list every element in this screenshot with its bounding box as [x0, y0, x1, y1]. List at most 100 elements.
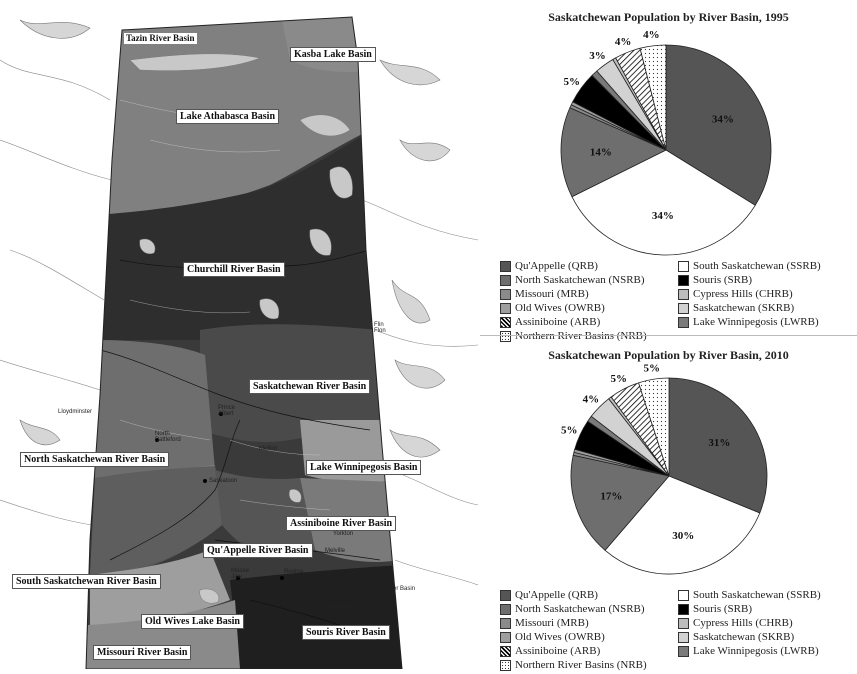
legend-item-mrb: Missouri (MRB): [500, 287, 672, 301]
legend-label-owrb: Old Wives (OWRB): [515, 302, 605, 314]
city-saskatoon: Saskatoon: [209, 478, 238, 484]
legend-swatch-arb: [500, 645, 511, 657]
legend-label-nsrb: North Saskatchewan (NSRB): [515, 274, 645, 286]
pie-slice-ssrb: [604, 475, 761, 575]
legend-item-nrb: Northern River Basins (NRB): [500, 658, 672, 672]
legend-label-arb: Assiniboine (ARB): [515, 316, 601, 328]
legend-swatch-qrb: [500, 589, 511, 601]
legend-item-owrb: Old Wives (OWRB): [500, 301, 672, 315]
pie-slice-ssrb: [571, 149, 756, 256]
city-melfort: Melfort: [259, 446, 278, 452]
legend-item-lwrb: Lake Winnipegosis (LWRB): [678, 315, 850, 329]
city-weyburn: Weyburn: [329, 604, 353, 610]
pie-label-nsrb: 14%: [590, 147, 612, 159]
legend-swatch-nrb: [500, 330, 511, 342]
legend-1995: Qu'Appelle (QRB) South Saskatchewan (SSRB…: [500, 259, 850, 343]
pie-2010-graphic: 31% 30% 17% 5% 4% 5% 5%: [561, 362, 768, 575]
pie-slice-qrb: [668, 377, 768, 514]
legend-item-lwrb: Lake Winnipegosis (LWRB): [678, 644, 850, 658]
tazin-basin-label: Tazin River Basin: [124, 33, 197, 44]
city-melville: Melville: [325, 548, 346, 554]
pie-label-srb: 5%: [563, 76, 580, 88]
assiniboine-basin-label: Assiniboine River Basin: [286, 516, 397, 531]
legend-swatch-chrb: [678, 617, 689, 629]
legend-item-qrb: Qu'Appelle (QRB): [500, 259, 672, 273]
pie-chart-1995: Saskatchewan Population by River Basin, …: [480, 0, 857, 342]
legend-label-arb: Assiniboine (ARB): [515, 645, 601, 657]
north-sask-basin-label: North Saskatchewan River Basin: [20, 452, 170, 467]
legend-swatch-owrb: [500, 302, 511, 314]
pie-1995-graphic: 34% 34% 14% 5% 3% 4% 4%: [560, 29, 772, 256]
legend-label-qrb: Qu'Appelle (QRB): [515, 589, 598, 601]
legend-item-ssrb: South Saskatchewan (SSRB): [678, 259, 850, 273]
pie-label-arb: 4%: [615, 36, 632, 48]
city-estevan: Estevan: [376, 640, 398, 646]
athabasca-basin-label: Lake Athabasca Basin: [176, 109, 280, 124]
legend-item-arb: Assiniboine (ARB): [500, 315, 672, 329]
basin-map-graphic: [0, 16, 479, 670]
legend-swatch-ssrb: [678, 589, 689, 601]
kasba-basin-label: Kasba Lake Basin: [290, 47, 376, 62]
legend-item-arb: Assiniboine (ARB): [500, 644, 672, 658]
pie-label-ssrb: 34%: [652, 210, 674, 222]
pie-label-nsrb: 17%: [600, 490, 622, 502]
chart-divider: [480, 335, 857, 336]
legend-swatch-arb: [500, 316, 511, 328]
legend-item-skrb: Saskatchewan (SKRB): [678, 301, 850, 315]
south-sask-basin-label: South Saskatchewan River Basin: [12, 574, 161, 589]
legend-swatch-srb: [678, 603, 689, 615]
legend-swatch-lwrb: [678, 316, 689, 328]
legend-label-qrb: Qu'Appelle (QRB): [515, 260, 598, 272]
legend-swatch-nsrb: [500, 274, 511, 286]
pie-label-nrb: 4%: [643, 29, 660, 41]
pie-slice-nrb: [638, 377, 670, 477]
legend-label-chrb: Cypress Hills (CHRB): [693, 617, 793, 629]
legend-swatch-chrb: [678, 288, 689, 300]
saskatchewan-basin-label: Saskatchewan River Basin: [249, 379, 371, 394]
pie-slice-nrb: [639, 44, 667, 151]
pie-chart-2010: Saskatchewan Population by River Basin, …: [480, 336, 857, 672]
city-north-battleford: North Battleford: [155, 431, 181, 443]
chart-title-1995: Saskatchewan Population by River Basin, …: [548, 10, 789, 24]
legend-item-chrb: Cypress Hills (CHRB): [678, 616, 850, 630]
legend-label-mrb: Missouri (MRB): [515, 617, 589, 629]
legend-swatch-lwrb: [678, 645, 689, 657]
pie-slice-nsrb: [570, 454, 670, 551]
legend-label-srb: Souris (SRB): [693, 274, 752, 286]
old-wives-basin-label: Old Wives Lake Basin: [141, 614, 244, 629]
basin-map: Tazin River Basin Kasba Lake Basin Lake …: [0, 16, 479, 670]
legend-item-srb: Souris (SRB): [678, 273, 850, 287]
city-prince-albert: Prince Albert: [218, 405, 236, 417]
city-yorkton: Yorkton: [333, 531, 354, 537]
pie-label-ssrb: 30%: [672, 530, 694, 542]
souris-basin-label: Souris River Basin: [302, 625, 390, 640]
legend-label-lwrb: Lake Winnipegosis (LWRB): [693, 316, 819, 328]
city-moose-jaw: Moose Jaw: [231, 568, 250, 580]
quappelle-basin-label: Qu'Appelle River Basin: [203, 543, 313, 558]
legend-swatch-skrb: [678, 631, 689, 643]
legend-item-nsrb: North Saskatchewan (NSRB): [500, 273, 672, 287]
legend-label-nrb: Northern River Basins (NRB): [515, 659, 647, 671]
legend-item-nsrb: North Saskatchewan (NSRB): [500, 602, 672, 616]
legend-item-skrb: Saskatchewan (SKRB): [678, 630, 850, 644]
legend-swatch-ssrb: [678, 260, 689, 272]
legend-label-ssrb: South Saskatchewan (SSRB): [693, 260, 821, 272]
pie-label-qrb: 34%: [712, 113, 734, 125]
legend-label-lwrb: Lake Winnipegosis (LWRB): [693, 645, 819, 657]
legend-label-mrb: Missouri (MRB): [515, 288, 589, 300]
legend-label-nsrb: North Saskatchewan (NSRB): [515, 603, 645, 615]
legend-item-mrb: Missouri (MRB): [500, 616, 672, 630]
city-assiniboine-river: Assiniboine River Basin: [352, 586, 416, 592]
legend-swatch-srb: [678, 274, 689, 286]
legend-swatch-owrb: [500, 631, 511, 643]
pie-slice-nsrb: [560, 107, 667, 198]
pie-label-arb: 5%: [611, 373, 628, 385]
legend-item-ssrb: South Saskatchewan (SSRB): [678, 588, 850, 602]
legend-swatch-qrb: [500, 260, 511, 272]
pie-label-nrb: 5%: [643, 362, 660, 374]
pie-label-qrb: 31%: [708, 437, 730, 449]
legend-swatch-nsrb: [500, 603, 511, 615]
legend-label-owrb: Old Wives (OWRB): [515, 631, 605, 643]
legend-swatch-mrb: [500, 288, 511, 300]
city-flin-flon: Flin Flon: [374, 322, 386, 334]
